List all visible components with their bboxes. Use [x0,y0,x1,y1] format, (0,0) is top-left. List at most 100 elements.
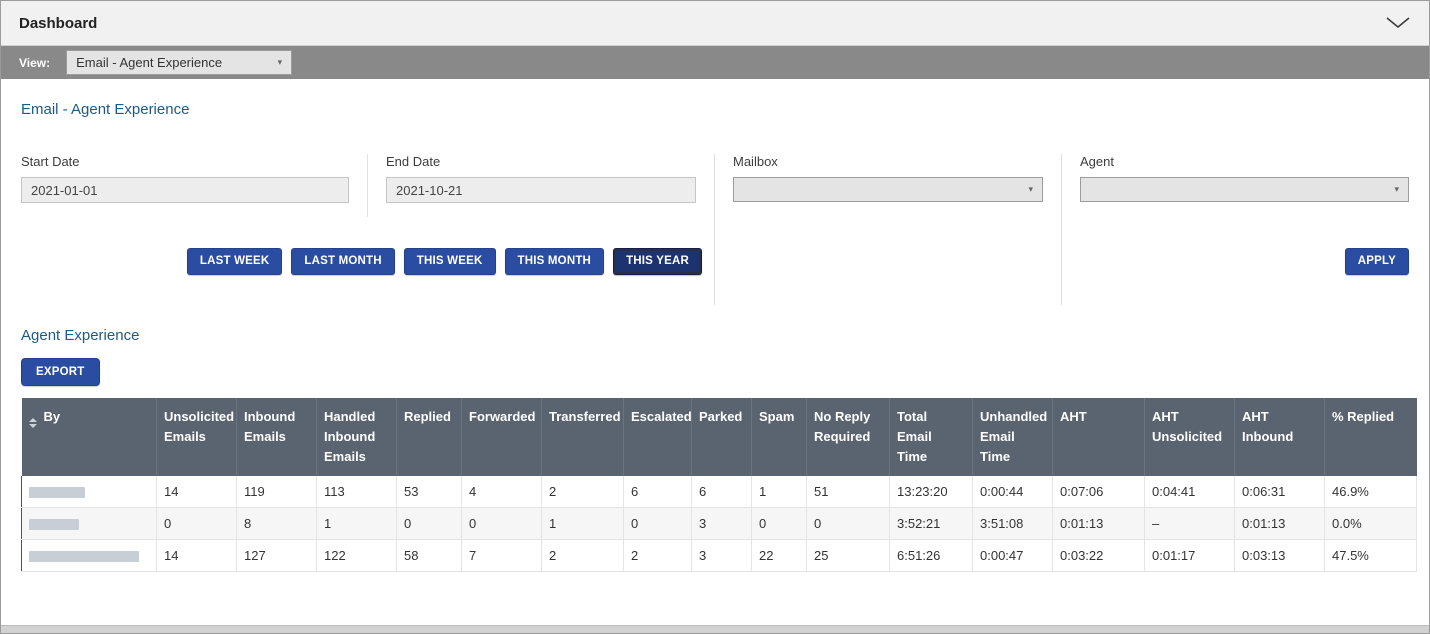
column-header-parked[interactable]: Parked [691,398,752,477]
data-cell: 0 [396,507,462,541]
column-header-aht-inbound[interactable]: AHT Inbound [1234,398,1325,477]
column-header-label: Handled Inbound Emails [324,409,376,465]
column-header-aht-unsolicited[interactable]: AHT Unsolicited [1144,398,1235,477]
data-cell: 47.5% [1324,539,1417,573]
column-header-label: Spam [759,409,795,424]
view-label: View: [19,55,51,70]
data-cell: 0 [751,507,807,541]
column-header-label: Forwarded [469,409,536,424]
data-cell: 3 [691,507,752,541]
data-cell: 3:52:21 [889,507,973,541]
data-cell: 4 [461,476,542,509]
data-cell: 14 [156,539,237,573]
apply-button[interactable]: APPLY [1344,247,1409,275]
column-header-aht[interactable]: AHT [1052,398,1145,477]
sort-icon[interactable] [28,418,37,428]
data-cell: 0:01:13 [1234,507,1325,541]
data-cell: 6 [623,476,692,509]
start-date-field: Start Date [21,154,368,217]
export-button[interactable]: EXPORT [21,358,100,386]
data-cell: 25 [806,539,890,573]
results-section-title: Agent Experience [21,327,140,344]
view-select[interactable]: Email - Agent Experience ▾ [66,50,293,75]
column-header-unhandled-email-time[interactable]: Unhandled Email Time [972,398,1053,477]
quick-range-this-month-button[interactable]: THIS MONTH [504,247,605,275]
column-header-forwarded[interactable]: Forwarded [461,398,542,477]
quick-range-this-week-button[interactable]: THIS WEEK [403,247,496,275]
view-bar: View: Email - Agent Experience ▾ [1,46,1429,79]
column-header-by[interactable]: By [21,398,157,477]
caret-down-icon: ▾ [1028,184,1033,194]
caret-down-icon: ▾ [277,57,283,67]
end-date-label: End Date [386,154,441,169]
agent-select[interactable]: ▾ [1080,177,1409,202]
filter-divider-cell [715,217,1062,305]
column-header-label: Unsolicited Emails [164,409,235,445]
data-cell: 7 [461,539,542,573]
agent-field: Agent ▾ [1062,154,1409,217]
column-header-spam[interactable]: Spam [751,398,807,477]
end-date-input[interactable] [386,177,696,203]
column-header-label: Total Email Time [897,409,932,465]
column-header-label: No Reply Required [814,409,871,445]
data-cell: 3 [691,539,752,573]
redacted-agent-name [29,487,85,499]
column-header-label: Inbound Emails [244,409,296,445]
column-header-handled-inbound-emails[interactable]: Handled Inbound Emails [316,398,397,477]
column-header-transferred[interactable]: Transferred [541,398,624,477]
column-header-replied[interactable]: Replied [396,398,462,477]
column-header-unsolicited-emails[interactable]: Unsolicited Emails [156,398,237,477]
data-cell: 0 [623,507,692,541]
data-cell: 122 [316,539,397,573]
data-cell: 0:03:22 [1052,539,1145,573]
column-header-label: Escalated [631,409,692,424]
mailbox-select[interactable]: ▾ [733,177,1043,202]
apply-cell: APPLY [1062,217,1409,305]
table-row: 14 127 122 58 7 2 2 3 22 25 6:51:26 0:00:47 0:03:22 0… [21,539,1417,573]
column-header-label: AHT Unsolicited [1152,409,1223,445]
column-header-no-reply-required[interactable]: No Reply Required [806,398,890,477]
data-cell: 0:06:31 [1234,476,1325,509]
quick-range-last-month-button[interactable]: LAST MONTH [291,247,395,275]
mailbox-label: Mailbox [733,154,778,169]
data-cell: 13:23:20 [889,476,973,509]
filters-section-title: Email - Agent Experience [21,101,190,118]
caret-down-icon: ▾ [1394,184,1399,194]
table-body: 14 119 113 53 4 2 6 6 1 51 13:23:20 0:00:44 0:07:06 0… [21,476,1417,573]
column-header-label: Transferred [549,409,621,424]
filter-panel: Start Date End Date Mailbox ▾ Agent ▾ [21,154,1409,305]
quick-range-this-year-button[interactable]: THIS YEAR [613,247,702,275]
data-cell: 0.0% [1324,507,1417,541]
mailbox-field: Mailbox ▾ [715,154,1062,217]
start-date-label: Start Date [21,154,80,169]
data-cell: 0:01:13 [1052,507,1145,541]
column-header-label: AHT Inbound [1242,409,1294,445]
table-header-row: By Unsolicited Emails Inbound Emails Handle… [21,398,1417,477]
bottom-scroll-strip [1,625,1429,633]
data-cell: 0:04:41 [1144,476,1235,509]
data-cell: 0:00:47 [972,539,1053,573]
column-header-escalated[interactable]: Escalated [623,398,692,477]
column-header--replied[interactable]: % Replied [1324,398,1417,477]
column-header-label: % Replied [1332,409,1395,424]
data-cell: 1 [316,507,397,541]
data-cell: 0 [461,507,542,541]
data-cell: 22 [751,539,807,573]
quick-range-last-week-button[interactable]: LAST WEEK [186,247,283,275]
start-date-input[interactable] [21,177,349,203]
end-date-field: End Date [368,154,715,217]
agent-label: Agent [1080,154,1114,169]
data-cell: 0 [156,507,237,541]
column-header-inbound-emails[interactable]: Inbound Emails [236,398,317,477]
column-header-label: AHT [1060,409,1087,424]
column-header-label: Parked [699,409,743,424]
data-cell: 113 [316,476,397,509]
data-cell: 51 [806,476,890,509]
data-cell: 2 [541,539,624,573]
quick-range-buttons: LAST WEEK LAST MONTH THIS WEEK THIS MONTH TH… [21,217,715,305]
data-cell: 0:00:44 [972,476,1053,509]
column-header-total-email-time[interactable]: Total Email Time [889,398,973,477]
collapse-chevron-icon[interactable] [1385,16,1411,30]
redacted-agent-name [29,519,79,531]
agent-name-cell [21,539,157,573]
